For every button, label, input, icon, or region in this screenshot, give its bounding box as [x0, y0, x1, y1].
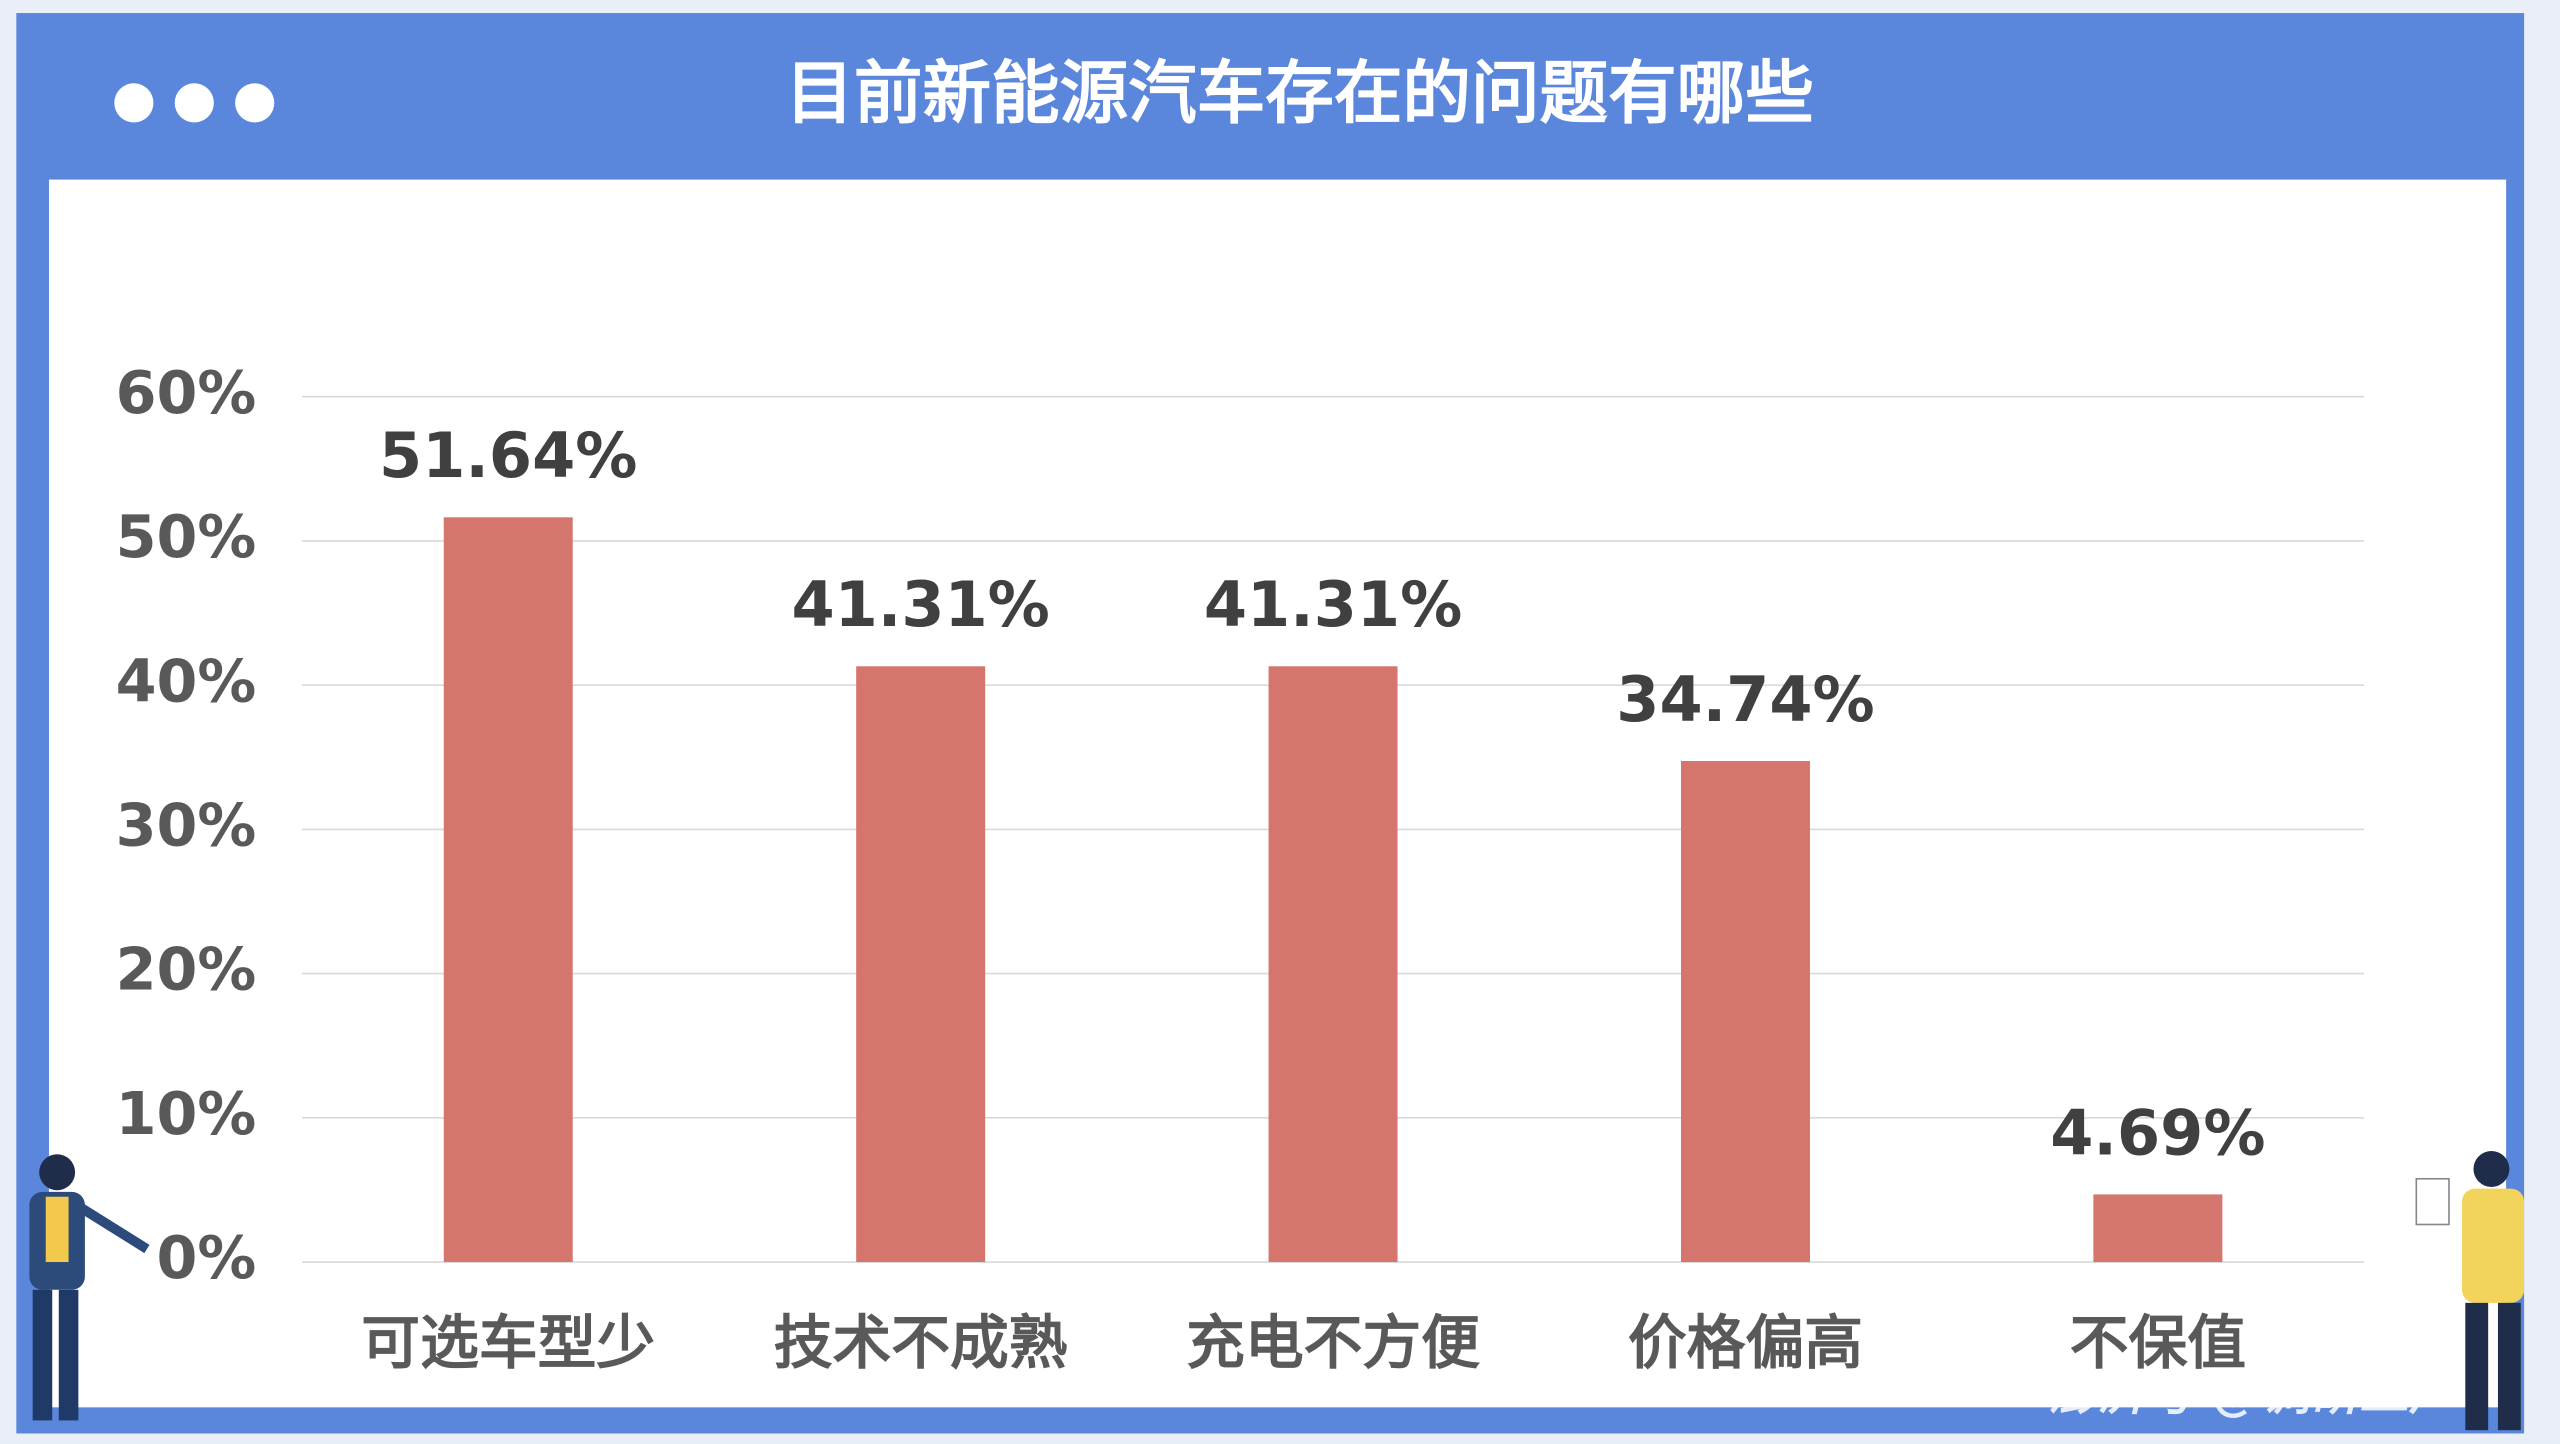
bar: [443, 517, 573, 1263]
person-right: [2415, 1151, 2525, 1431]
y-tick-label: 40%: [116, 646, 257, 715]
y-tick-label: 0%: [157, 1223, 257, 1292]
y-tick-label: 10%: [116, 1079, 257, 1148]
y-tick-label: 60%: [116, 358, 257, 427]
chart-title: 目前新能源汽车存在的问题有哪些: [785, 54, 1813, 134]
x-tick-label: 价格偏高: [1628, 1308, 1863, 1377]
dot: [114, 83, 154, 123]
bar: [856, 666, 986, 1263]
bar: [2093, 1194, 2223, 1263]
x-tick-label: 充电不方便: [1186, 1308, 1480, 1377]
watermark: 澎湃号 @调研工厂: [2049, 1364, 2466, 1421]
data-label: 41.31%: [791, 568, 1049, 641]
x-tick-label: 可选车型少: [361, 1308, 655, 1377]
dot: [174, 83, 214, 123]
data-label: 51.64%: [379, 419, 637, 492]
x-tick-label: 技术不成熟: [774, 1308, 1068, 1377]
bar: [1680, 761, 1810, 1263]
y-tick-label: 20%: [116, 935, 257, 1004]
data-label: 41.31%: [1204, 568, 1462, 641]
data-label: 4.69%: [2050, 1096, 2265, 1169]
data-label: 34.74%: [1616, 663, 1874, 736]
person-left: [29, 1154, 150, 1421]
y-tick-label: 50%: [116, 502, 257, 571]
y-tick-label: 30%: [116, 790, 257, 859]
dot: [235, 83, 275, 123]
bar: [1268, 666, 1398, 1263]
x-tick-label: 不保值: [2070, 1308, 2246, 1377]
